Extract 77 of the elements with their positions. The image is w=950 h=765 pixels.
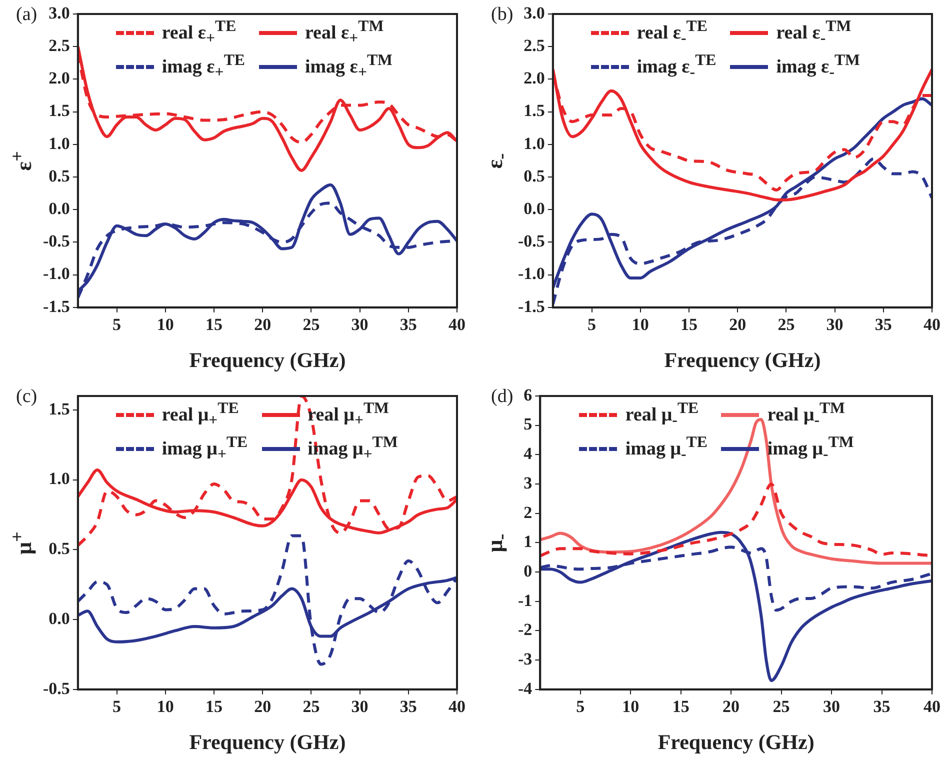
chart-title: (c) (16, 386, 38, 408)
x-tick-label: 40 (924, 314, 940, 334)
x-tick-label: 15 (672, 696, 690, 716)
x-tick-label: 25 (302, 696, 320, 716)
x-tick-label: 25 (302, 314, 320, 334)
x-tick-label: 5 (112, 696, 122, 716)
x-tick-label: 5 (576, 696, 585, 716)
y-tick-label: -2 (518, 620, 532, 640)
x-tick-label: 15 (205, 314, 222, 334)
y-tick-label: 2 (524, 502, 532, 522)
x-tick-label: 35 (400, 314, 417, 334)
x-axis-title: Frequency (GHz) (189, 730, 346, 754)
y-tick-label: 2.5 (48, 36, 70, 55)
x-tick-label: 20 (722, 696, 740, 716)
x-tick-label: 30 (351, 696, 368, 716)
y-tick-label: -1.5 (518, 296, 545, 316)
x-tick-label: 30 (351, 314, 368, 334)
x-tick-label: 40 (448, 696, 466, 716)
y-tick-label: -1.0 (518, 264, 545, 284)
x-tick-label: 35 (874, 314, 892, 334)
y-tick-label: -1 (518, 590, 532, 610)
y-tick-label: 2.5 (524, 36, 545, 55)
y-tick-label: 5 (524, 414, 532, 434)
y-tick-label: 3.0 (524, 3, 545, 22)
y-tick-label: -0.5 (42, 678, 70, 698)
y-tick-label: -0.5 (518, 232, 545, 251)
y-tick-label: 0.5 (48, 166, 70, 186)
y-tick-label: 4 (524, 444, 533, 464)
x-tick-label: 25 (778, 314, 795, 334)
x-tick-label: 40 (924, 696, 940, 716)
y-tick-label: 1.5 (524, 101, 545, 120)
chart-title: (b) (491, 4, 514, 26)
y-tick-label: 0.5 (48, 539, 70, 558)
y-tick-label: 1.0 (524, 134, 545, 153)
y-tick-label: 3.0 (48, 3, 70, 22)
y-tick-label: 1.0 (48, 469, 70, 488)
y-tick-label: 0.0 (524, 198, 545, 218)
line-series (78, 396, 457, 547)
x-tick-label: 15 (680, 314, 698, 334)
y-tick-label: 1.0 (48, 134, 70, 153)
x-tick-label: 30 (826, 314, 844, 334)
y-tick-label: 0.0 (48, 198, 70, 218)
y-tick-label: -0.5 (42, 232, 70, 251)
y-tick-label: 6 (524, 385, 532, 404)
x-tick-label: 10 (156, 696, 174, 716)
chart-title: (d) (491, 386, 514, 408)
y-tick-label: 0.0 (48, 608, 70, 628)
y-tick-label: 1.5 (48, 399, 70, 418)
y-tick-label: -4 (518, 678, 533, 698)
y-tick-label: 1 (524, 532, 532, 552)
x-tick-label: 35 (400, 696, 417, 716)
x-axis-title: Frequency (GHz) (189, 348, 346, 372)
x-tick-label: 20 (254, 314, 272, 334)
x-tick-label: 10 (622, 696, 640, 716)
x-tick-label: 20 (254, 696, 272, 716)
y-tick-label: -3 (518, 649, 532, 668)
y-tick-label: 0 (524, 561, 532, 580)
x-tick-label: 40 (448, 314, 466, 334)
y-tick-label: 2.0 (48, 68, 70, 88)
y-tick-label: 0.5 (524, 166, 545, 186)
y-tick-label: 2.0 (524, 68, 545, 88)
x-axis-title: Frequency (GHz) (664, 348, 821, 372)
x-tick-label: 25 (772, 696, 790, 716)
y-tick-label: 1.5 (48, 101, 70, 120)
y-tick-label: -1.0 (42, 264, 70, 284)
x-tick-label: 20 (729, 314, 746, 334)
y-tick-label: -1.5 (42, 296, 70, 316)
y-tick-label: 3 (524, 473, 532, 492)
x-tick-label: 5 (112, 314, 122, 334)
x-tick-label: 30 (823, 696, 840, 716)
x-tick-label: 10 (156, 314, 174, 334)
x-tick-label: 15 (205, 696, 222, 716)
chart-title: (a) (16, 4, 38, 26)
x-tick-label: 35 (873, 696, 890, 716)
x-axis-title: Frequency (GHz) (658, 730, 814, 754)
x-tick-label: 10 (632, 314, 649, 334)
x-tick-label: 5 (588, 314, 596, 334)
